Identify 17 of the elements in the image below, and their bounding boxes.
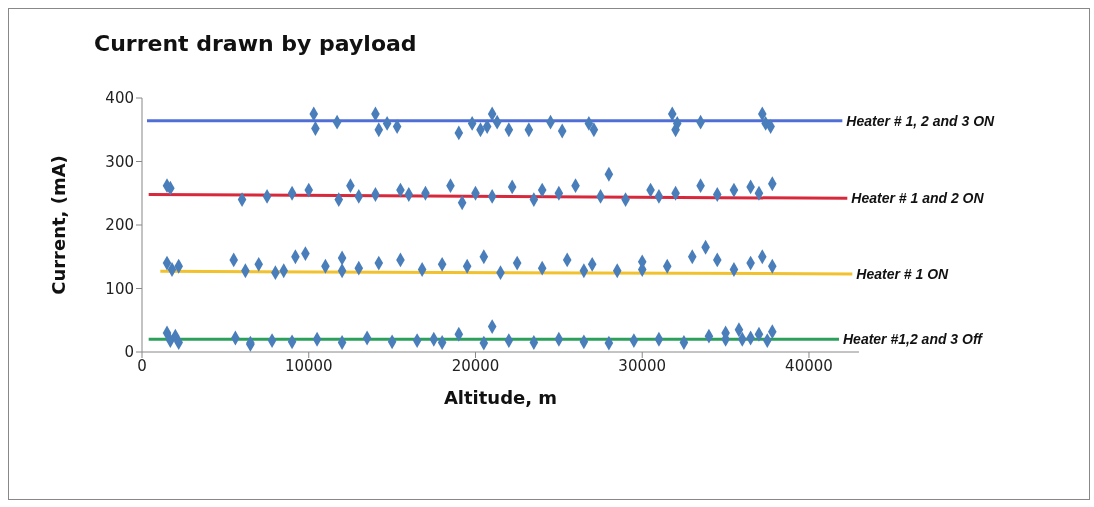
series-label: Heater # 1 and 2 ON	[851, 190, 985, 207]
x-tick-label: 10000	[284, 356, 333, 375]
y-tick-label: 200	[105, 216, 134, 235]
series-label: Heater # 1, 2 and 3 ON	[846, 112, 996, 129]
x-tick-label: 0	[137, 356, 147, 375]
x-tick-label: 40000	[785, 356, 833, 375]
x-tick-label: 20000	[451, 356, 500, 375]
series-label: Heater #1,2 and 3 Off	[842, 331, 984, 348]
series-label: Heater # 1 ON	[856, 265, 950, 282]
y-tick-label: 300	[105, 152, 134, 171]
y-tick-label: 0	[124, 343, 134, 362]
x-axis-title: Altitude, m	[443, 387, 558, 408]
y-axis-title: Current, (mA)	[48, 155, 70, 295]
y-tick-label: 400	[105, 89, 134, 108]
y-tick-label: 100	[105, 279, 134, 298]
chart-title: Current drawn by payload	[94, 31, 417, 56]
x-tick-label: 30000	[618, 356, 667, 375]
